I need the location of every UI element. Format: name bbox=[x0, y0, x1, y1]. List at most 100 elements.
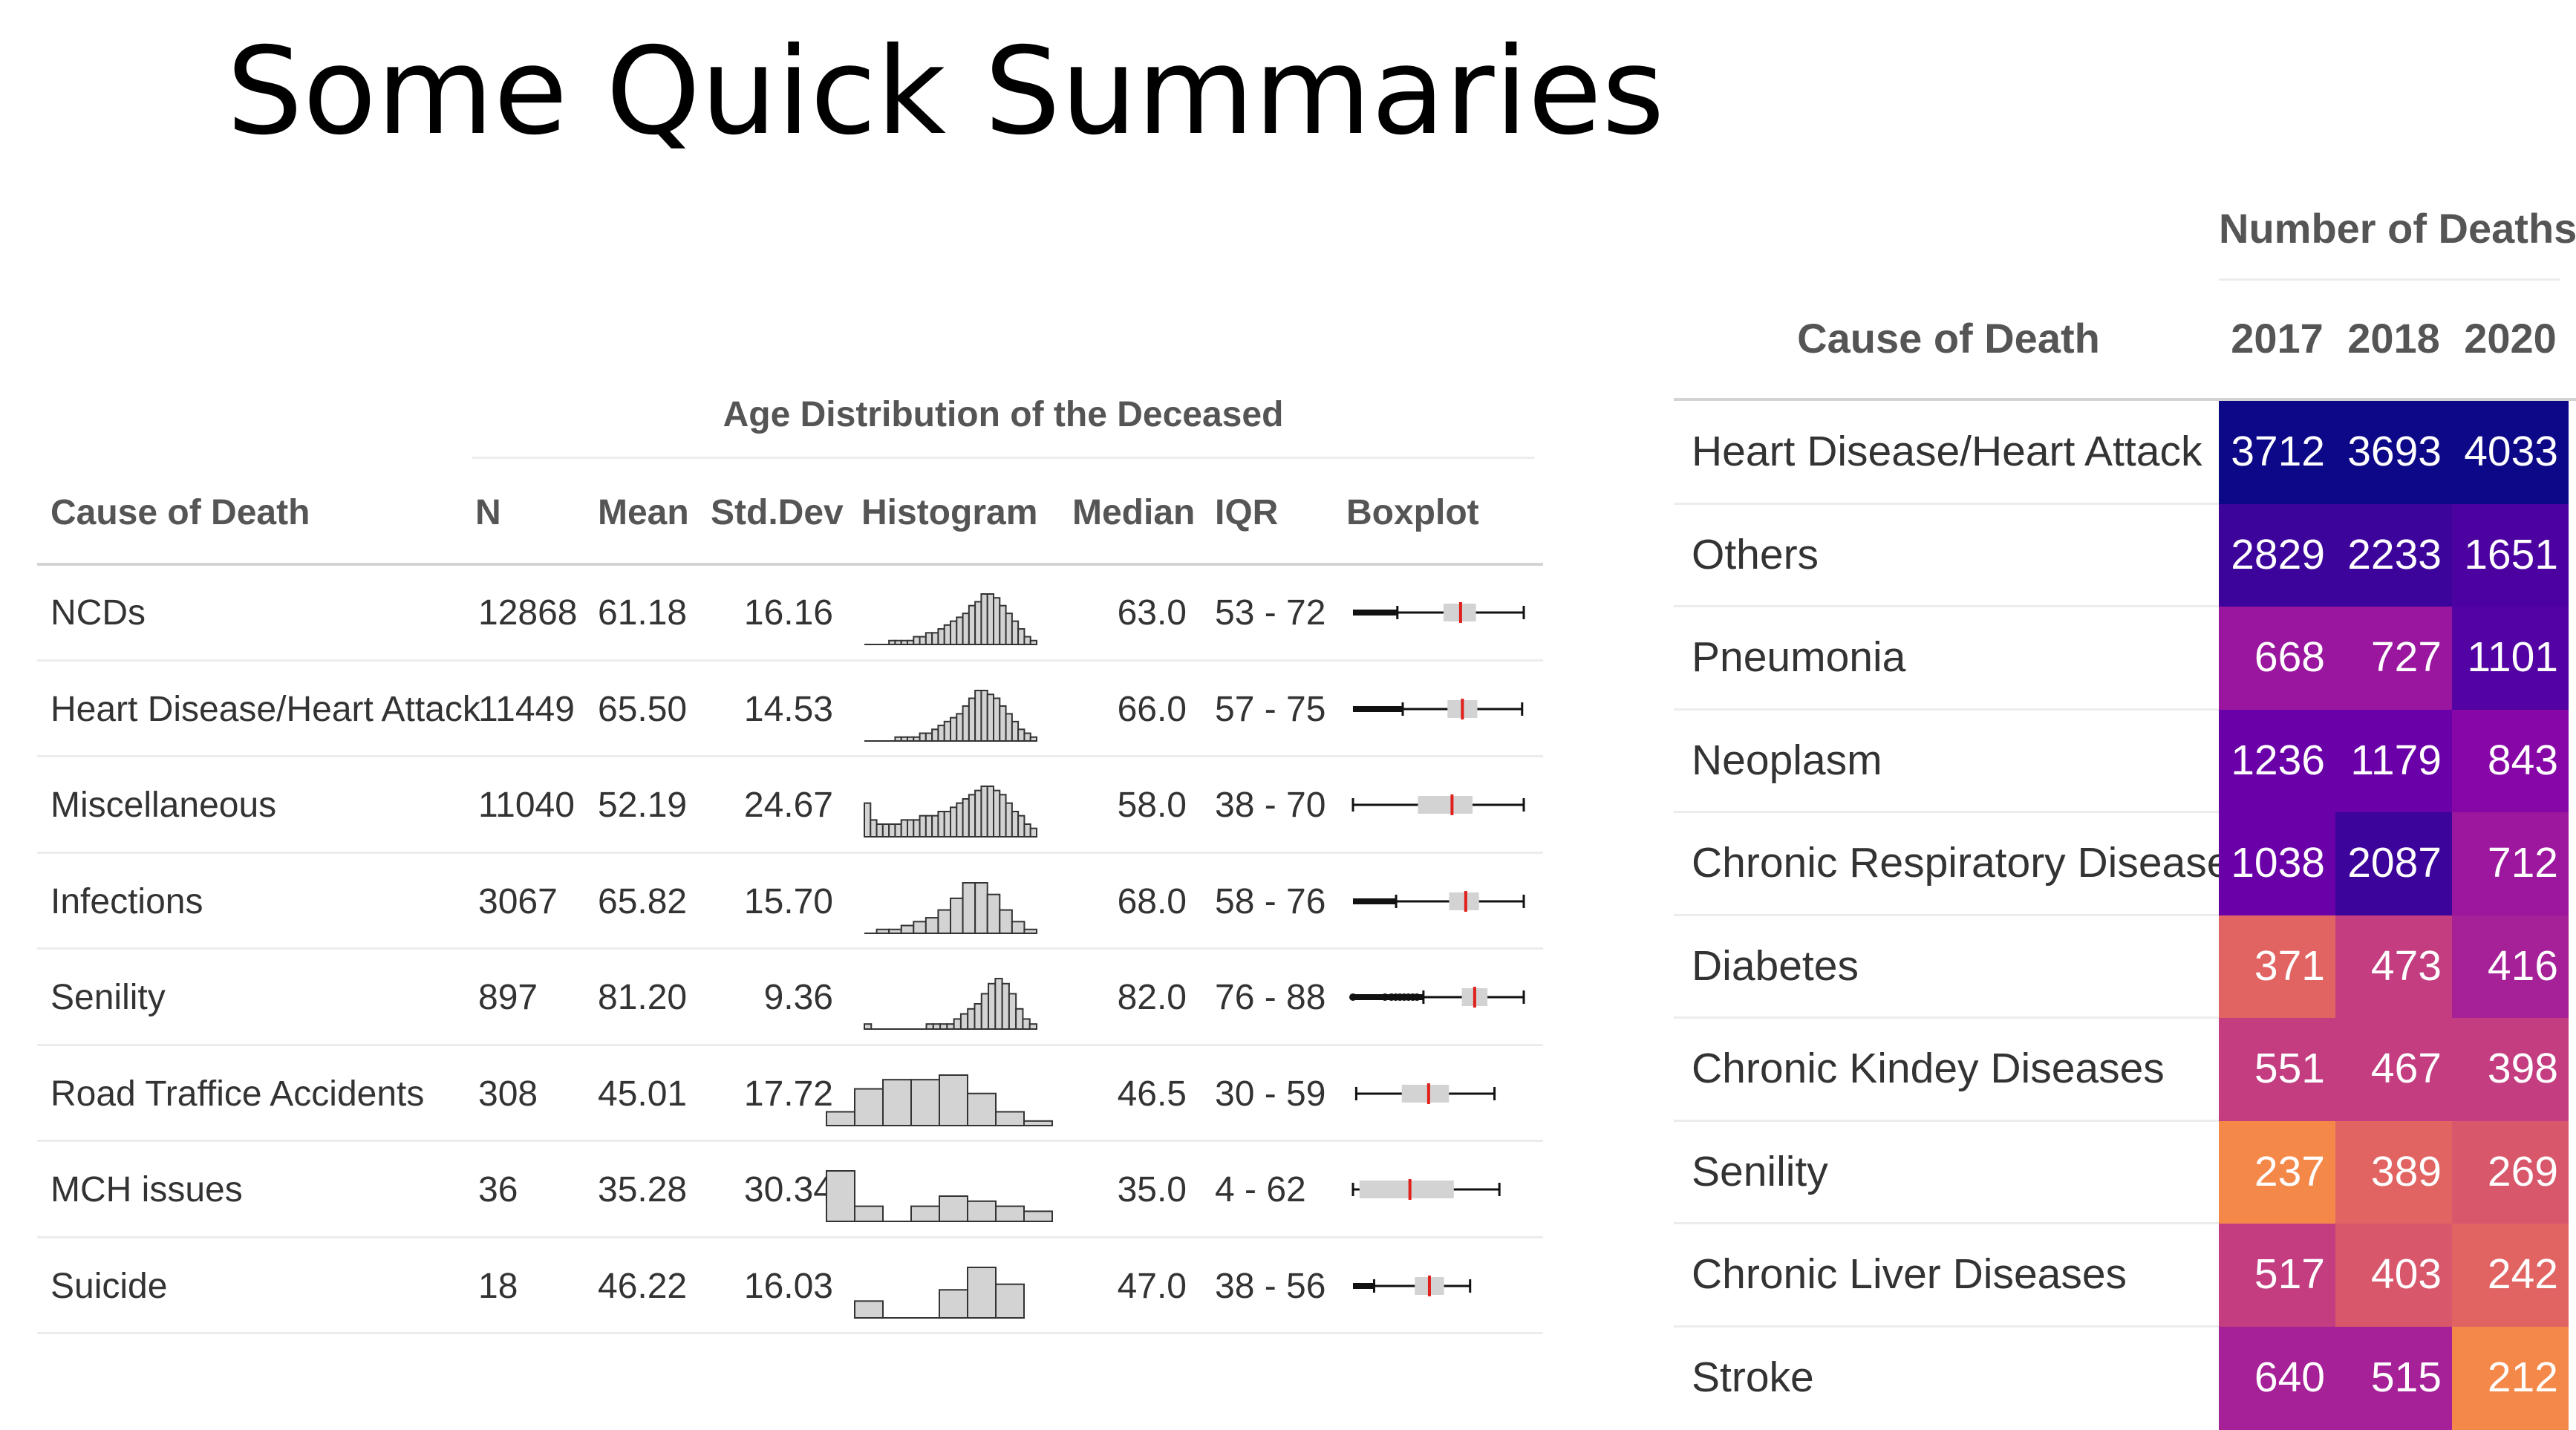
histogram-cell bbox=[861, 964, 1047, 1034]
heatmap-cell: 515 bbox=[2335, 1327, 2452, 1430]
col-histogram: Histogram bbox=[861, 495, 1037, 531]
histogram-bar bbox=[926, 918, 939, 933]
row-cause: Suicide bbox=[50, 1269, 167, 1305]
histogram-bar bbox=[975, 601, 981, 644]
boxplot-outlier-point bbox=[1413, 993, 1421, 1001]
histogram-bar bbox=[926, 633, 932, 644]
heatmap-cell: 269 bbox=[2452, 1121, 2569, 1225]
histogram-bar bbox=[1009, 993, 1016, 1029]
heatmap-cell: 2087 bbox=[2335, 812, 2452, 916]
heatmap-row-rule bbox=[1674, 1016, 2219, 1019]
heatmap-value: 237 bbox=[2254, 1151, 2325, 1193]
histogram-bar bbox=[994, 698, 1000, 741]
row-cause: Miscellaneous bbox=[50, 788, 276, 823]
histogram-bar bbox=[1031, 641, 1037, 644]
histogram-cell bbox=[861, 1060, 1047, 1131]
histogram-bar bbox=[1012, 621, 1018, 644]
histogram-sparkline bbox=[861, 868, 1047, 938]
heatmap-cell: 3693 bbox=[2335, 401, 2452, 505]
histogram-bar bbox=[956, 617, 962, 644]
heatmap-cell: 1101 bbox=[2452, 607, 2569, 711]
heatmap-value: 727 bbox=[2371, 636, 2442, 679]
histogram-cell bbox=[861, 1156, 1047, 1227]
heatmap-value: 371 bbox=[2254, 945, 2325, 987]
histogram-bar bbox=[855, 1088, 883, 1125]
histogram-bar bbox=[901, 820, 907, 837]
heatmap-value: 712 bbox=[2488, 842, 2558, 884]
row-median: 35.0 bbox=[1062, 1172, 1187, 1208]
heatmap-value: 212 bbox=[2488, 1356, 2558, 1399]
histogram-bar bbox=[920, 637, 926, 644]
row-iqr: 58 - 76 bbox=[1215, 884, 1326, 920]
histogram-bar bbox=[963, 613, 969, 644]
histogram-bar bbox=[939, 1196, 968, 1221]
heatmap-cell: 212 bbox=[2452, 1327, 2569, 1430]
row-n: 308 bbox=[478, 1077, 538, 1112]
heatmap-row-cause: Diabetes bbox=[1692, 945, 1859, 987]
histogram-cell bbox=[861, 1253, 1047, 1323]
heatmap-year-header: 2018 bbox=[2335, 318, 2452, 359]
heatmap-row-cause: Chronic Liver Diseases bbox=[1692, 1253, 2127, 1296]
histogram-bar bbox=[963, 799, 969, 837]
row-mean: 81.20 bbox=[598, 980, 687, 1016]
heatmap-value: 517 bbox=[2254, 1253, 2325, 1296]
heatmap-row-cause: Heart Disease/Heart Attack bbox=[1692, 431, 2202, 473]
heatmap-cell: 668 bbox=[2219, 607, 2335, 711]
histogram-bar bbox=[1024, 824, 1030, 837]
histogram-bar bbox=[926, 733, 932, 740]
boxplot-sparkline bbox=[1353, 1068, 1539, 1120]
heatmap-row-cause: Senility bbox=[1692, 1151, 1828, 1193]
histogram-bar bbox=[1012, 721, 1018, 740]
heatmap-value: 416 bbox=[2488, 945, 2558, 987]
row-iqr: 57 - 75 bbox=[1215, 692, 1326, 728]
histogram-bar bbox=[1024, 929, 1037, 933]
heatmap-value: 242 bbox=[2488, 1253, 2558, 1296]
page-title: Some Quick Summaries bbox=[226, 22, 1665, 162]
histogram-bar bbox=[895, 737, 901, 740]
histogram-bar bbox=[913, 737, 919, 740]
boxplot-cell bbox=[1353, 587, 1539, 639]
histogram-bar bbox=[1006, 714, 1012, 741]
col-std-dev: Std.Dev bbox=[711, 495, 844, 531]
heatmap-cell: 403 bbox=[2335, 1224, 2452, 1328]
row-mean: 61.18 bbox=[598, 595, 687, 631]
heatmap-value: 640 bbox=[2254, 1356, 2325, 1399]
histogram-bar bbox=[870, 820, 876, 837]
col-iqr: IQR bbox=[1215, 495, 1278, 531]
histogram-bar bbox=[1031, 737, 1037, 740]
histogram-bar bbox=[938, 910, 950, 933]
row-median: 63.0 bbox=[1062, 595, 1187, 631]
histogram-bar bbox=[901, 925, 914, 933]
boxplot-box bbox=[1418, 796, 1473, 814]
row-n: 12868 bbox=[478, 595, 577, 631]
histogram-sparkline bbox=[861, 771, 1047, 842]
row-rule bbox=[37, 1140, 1543, 1142]
histogram-bar bbox=[913, 921, 926, 933]
row-n: 3067 bbox=[478, 884, 558, 920]
heatmap-row-rule bbox=[1674, 1222, 2219, 1224]
heatmap-value: 4033 bbox=[2464, 431, 2558, 473]
boxplot-cell bbox=[1353, 1068, 1539, 1120]
histogram-bar bbox=[996, 1284, 1024, 1317]
heatmap-year-header: 2017 bbox=[2219, 318, 2335, 359]
histogram-bar bbox=[913, 637, 919, 644]
boxplot-sparkline bbox=[1353, 779, 1539, 831]
row-rule bbox=[37, 1044, 1543, 1046]
row-std-dev: 9.36 bbox=[691, 980, 833, 1016]
row-mean: 35.28 bbox=[598, 1172, 687, 1208]
histogram-bar bbox=[938, 725, 944, 741]
heatmap-row-cause: Neoplasm bbox=[1692, 740, 1882, 782]
histogram-sparkline bbox=[861, 964, 1047, 1034]
histogram-bar bbox=[889, 824, 895, 837]
heatmap-value: 398 bbox=[2488, 1048, 2558, 1090]
row-rule bbox=[37, 755, 1543, 757]
row-mean: 52.19 bbox=[598, 788, 687, 823]
histogram-bar bbox=[950, 717, 956, 740]
histogram-bar bbox=[945, 625, 950, 644]
heatmap-row-rule bbox=[1674, 811, 2219, 813]
histogram-bar bbox=[1002, 984, 1009, 1029]
row-rule bbox=[37, 1236, 1543, 1238]
heatmap-value: 403 bbox=[2371, 1253, 2442, 1296]
histogram-bar bbox=[855, 1207, 883, 1221]
row-n: 11040 bbox=[478, 788, 575, 823]
